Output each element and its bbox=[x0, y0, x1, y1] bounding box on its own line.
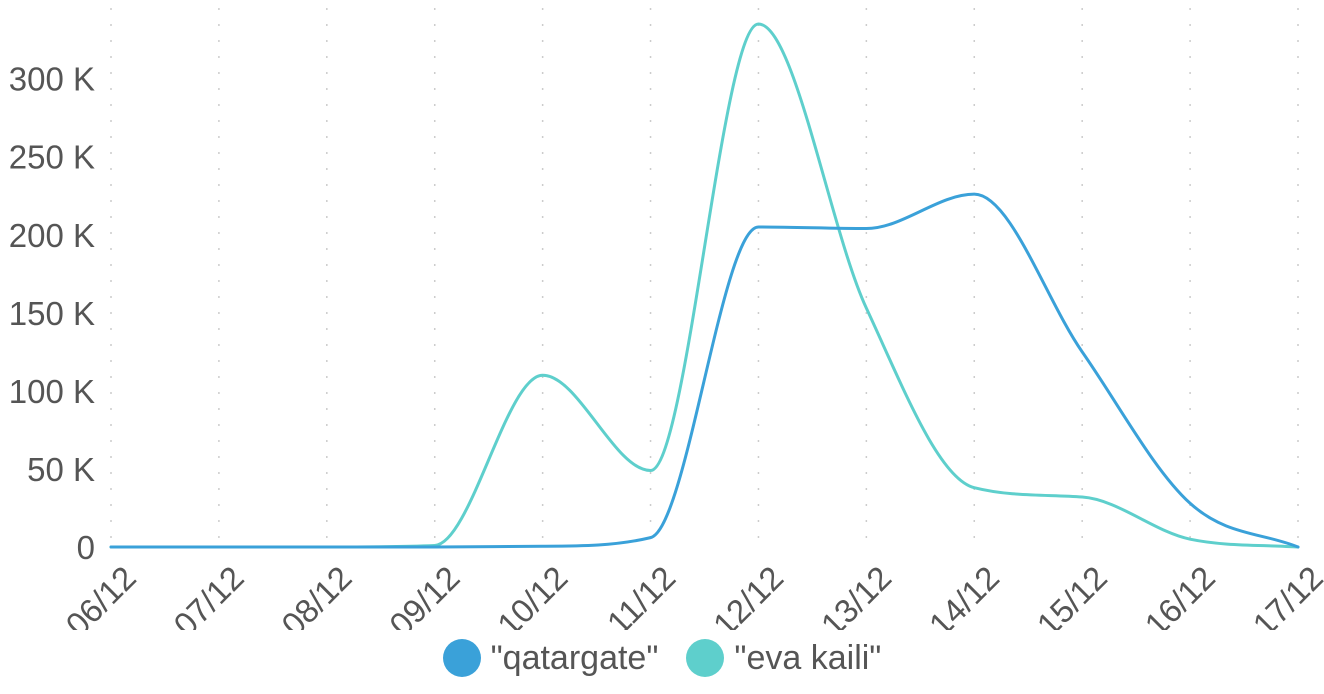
y-tick-label: 150 K bbox=[9, 295, 95, 332]
x-tick-label: 10/12 bbox=[490, 559, 575, 630]
y-axis: 0 50 K 100 K 150 K 200 K 250 K 300 K bbox=[9, 61, 95, 566]
x-tick-label: 07/12 bbox=[166, 559, 251, 630]
series-line-qatargate[interactable] bbox=[109, 192, 1300, 549]
y-tick-label: 200 K bbox=[9, 217, 95, 254]
series-line-eva-kaili[interactable] bbox=[109, 22, 1300, 549]
x-tick-label: 17/12 bbox=[1245, 559, 1324, 630]
x-tick-label: 06/12 bbox=[58, 559, 143, 630]
x-tick-label: 13/12 bbox=[814, 559, 899, 630]
y-tick-label: 100 K bbox=[9, 373, 95, 410]
x-tick-label: 11/12 bbox=[600, 559, 683, 630]
y-tick-label: 250 K bbox=[9, 139, 95, 176]
y-tick-label: 50 K bbox=[27, 451, 95, 488]
y-tick-label: 0 bbox=[77, 529, 95, 566]
x-tick-label: 16/12 bbox=[1137, 559, 1222, 630]
legend-label-qatargate: "qatargate" bbox=[490, 638, 659, 677]
legend-item-eva-kaili[interactable]: "eva kaili" bbox=[686, 639, 881, 678]
x-tick-label: 15/12 bbox=[1030, 559, 1115, 630]
x-axis: 06/12 07/12 08/12 09/12 10/12 11/12 12/12 13/12… bbox=[58, 559, 1324, 630]
x-tick-label: 14/12 bbox=[922, 559, 1007, 630]
y-tick-label: 300 K bbox=[9, 61, 95, 98]
legend-label-eva-kaili: "eva kaili" bbox=[734, 638, 882, 677]
x-tick-label: 08/12 bbox=[274, 559, 359, 630]
series-layer bbox=[109, 22, 1300, 549]
x-tick-label: 12/12 bbox=[706, 559, 791, 630]
legend: "qatargate" "eva kaili" bbox=[0, 632, 1324, 684]
legend-item-qatargate[interactable]: "qatargate" bbox=[442, 638, 659, 678]
x-tick-label: 09/12 bbox=[382, 559, 467, 630]
grid-layer bbox=[110, 8, 1299, 547]
legend-swatch-eva-kaili bbox=[686, 639, 725, 677]
chart-svg: 0 50 K 100 K 150 K 200 K 250 K 300 K 06/12 07/1… bbox=[9, 8, 1324, 630]
legend-swatch-qatargate bbox=[442, 639, 481, 677]
